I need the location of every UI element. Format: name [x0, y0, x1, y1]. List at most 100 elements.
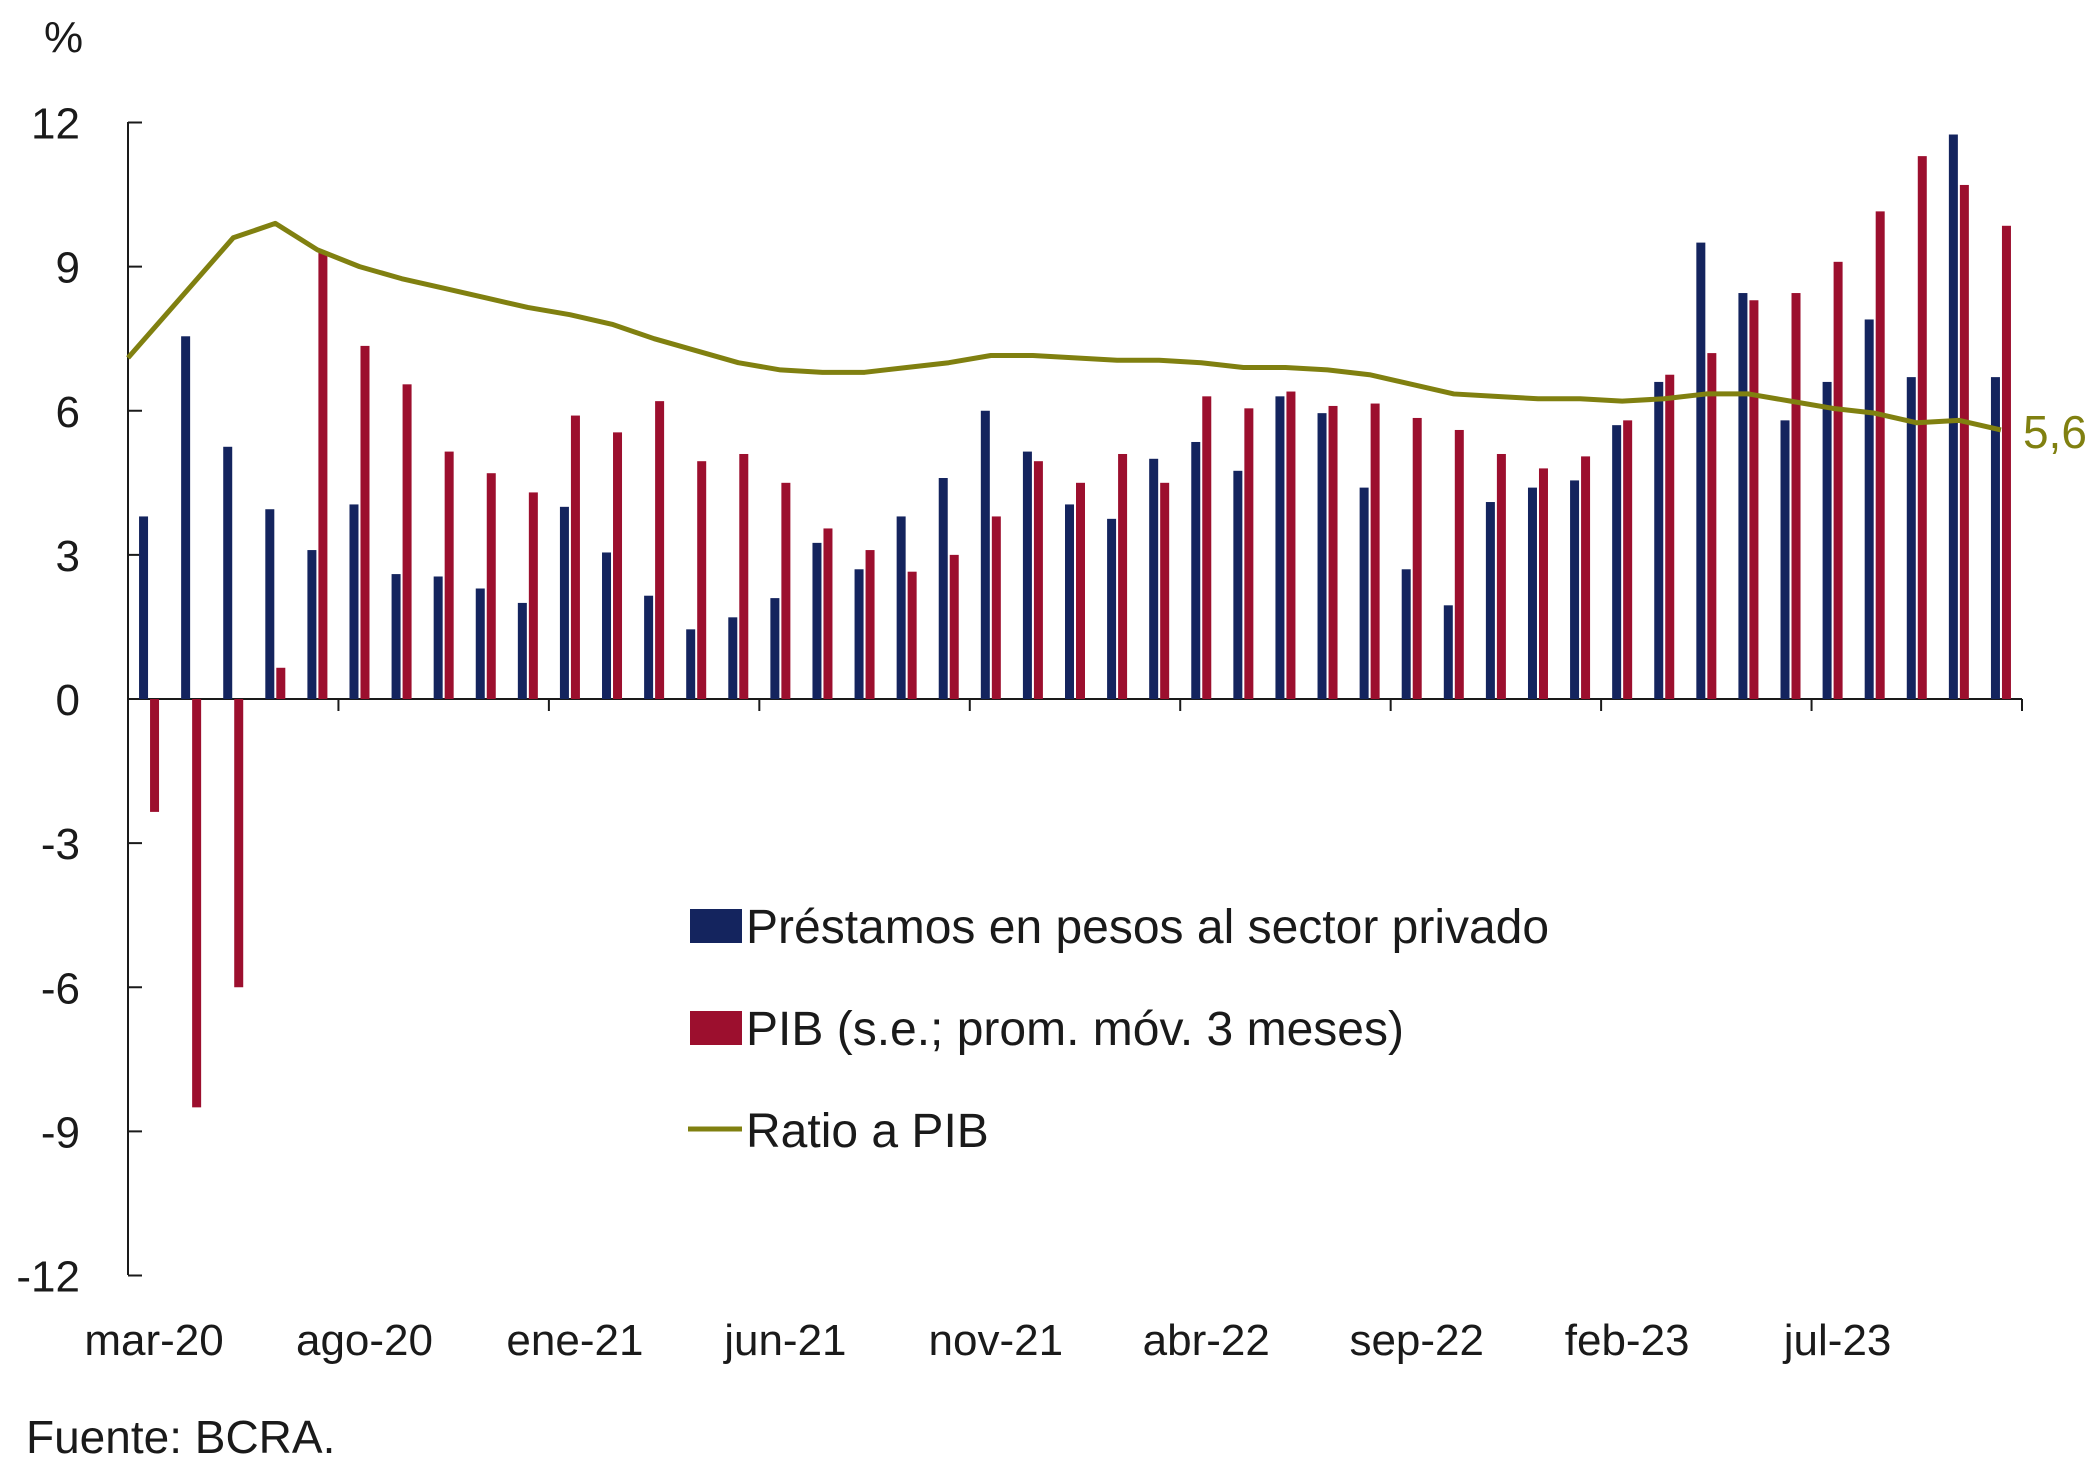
gdp-bar [1623, 420, 1633, 699]
loans-bar [1527, 487, 1537, 699]
loans-bar [1864, 319, 1874, 699]
gdp-bar [1791, 293, 1801, 699]
gdp-bar [276, 667, 286, 699]
y-tick-label: -9 [41, 1108, 80, 1157]
y-tick-label: -3 [41, 820, 80, 869]
gdp-bar [402, 384, 412, 699]
loans-bar [1570, 480, 1580, 699]
loans-bar [223, 446, 233, 699]
legend-swatch [690, 909, 742, 943]
source-note: Fuente: BCRA. [26, 1411, 336, 1463]
loans-bar [1696, 242, 1706, 699]
gdp-bars [150, 156, 2011, 1108]
y-tick-label: 12 [31, 100, 80, 149]
ratio-line: 5,6 [126, 220, 2087, 458]
gdp-bar [360, 345, 370, 699]
loans-bar [1233, 470, 1243, 699]
gdp-bar [739, 453, 749, 699]
y-tick-label: -12 [16, 1253, 80, 1302]
loans-bar [686, 629, 696, 699]
loans-bar [1948, 134, 1958, 699]
loans-bar [559, 506, 569, 699]
y-tick-label: 6 [56, 388, 80, 437]
gdp-bar [150, 699, 160, 812]
loans-bar [433, 576, 443, 699]
legend-label: Ratio a PIB [746, 1105, 989, 1158]
gdp-bar [823, 528, 833, 699]
loans-bar [1738, 293, 1748, 699]
loans-bar [1275, 396, 1285, 699]
loans-bar [139, 516, 149, 699]
x-axis: mar-20 ago-20 ene-21 jun-21 nov-21 abr-22 sep-… [84, 698, 2023, 1365]
loans-bar [1149, 458, 1159, 699]
loans-bar [1780, 420, 1790, 699]
gdp-bar [1454, 429, 1464, 699]
gdp-bar [1033, 461, 1043, 699]
gdp-bar [781, 482, 791, 699]
gdp-bar [1538, 468, 1548, 699]
x-tick-label: jun-21 [722, 1316, 846, 1365]
gdp-bar [1749, 300, 1759, 699]
loans-bar [938, 478, 948, 699]
x-tick-label: nov-21 [929, 1316, 1064, 1365]
loans-bar [1401, 569, 1411, 699]
loans-bar [181, 336, 191, 699]
y-axis: 12 9 6 3 0 -3 -6 -9 -12 [16, 100, 142, 1302]
loans-bar [349, 504, 359, 699]
gdp-bar [1875, 211, 1885, 700]
y-tick-label: 9 [56, 244, 80, 293]
gdp-bar [1665, 374, 1675, 699]
loans-bar [1191, 441, 1201, 699]
gdp-bar [192, 699, 202, 1108]
gdp-bar [1286, 391, 1296, 699]
ratio-end-label: 5,6 [2023, 406, 2087, 458]
ratio-line-path [126, 220, 2002, 433]
x-tick-label: sep-22 [1349, 1316, 1484, 1365]
loans-bar [475, 588, 485, 699]
gdp-bar [570, 415, 580, 699]
gdp-bar [2001, 225, 2011, 699]
loans-bar [1990, 377, 2000, 699]
y-tick-label: 3 [56, 532, 80, 581]
loans-bar [1822, 381, 1832, 699]
gdp-bar [907, 571, 917, 699]
legend: Préstamos en pesos al sector privado PIB … [688, 901, 1549, 1158]
loans-bar [854, 569, 864, 699]
gdp-bar [1160, 482, 1170, 699]
gdp-bar [1118, 453, 1128, 699]
gdp-bar [444, 451, 454, 699]
legend-swatch [690, 1011, 742, 1045]
x-tick-label: jul-23 [1782, 1316, 1892, 1365]
gdp-bar [1370, 403, 1380, 699]
loans-bar [644, 595, 654, 699]
loans-bar [1317, 413, 1327, 699]
gdp-bar [234, 699, 244, 988]
loans-bar [602, 552, 612, 699]
loans-bar [1107, 518, 1117, 699]
loans-bar [1443, 605, 1453, 699]
gdp-bar [949, 554, 959, 699]
x-tick-label: abr-22 [1143, 1316, 1270, 1365]
gdp-bar [1412, 417, 1422, 699]
gdp-bar [613, 432, 623, 699]
x-tick-label: mar-20 [84, 1316, 223, 1365]
loans-bar [980, 410, 990, 699]
gdp-bar [486, 473, 496, 699]
gdp-bar [1833, 261, 1843, 699]
loans-bar [1065, 504, 1074, 699]
gdp-bar [1581, 456, 1591, 699]
loans-bar [728, 617, 738, 699]
gdp-bar [1917, 156, 1927, 700]
loans-bar [1654, 381, 1664, 699]
gdp-bar [697, 461, 707, 699]
y-unit-label: % [44, 13, 83, 62]
loans-bar [1485, 502, 1495, 699]
loans-bar [812, 542, 822, 699]
legend-label: PIB (s.e.; prom. móv. 3 meses) [746, 1003, 1404, 1056]
loans-bar [391, 574, 401, 699]
y-tick-label: 0 [56, 676, 80, 725]
loans-bar [1612, 425, 1622, 699]
gdp-bar [1328, 405, 1338, 699]
x-tick-label: ene-21 [506, 1316, 643, 1365]
